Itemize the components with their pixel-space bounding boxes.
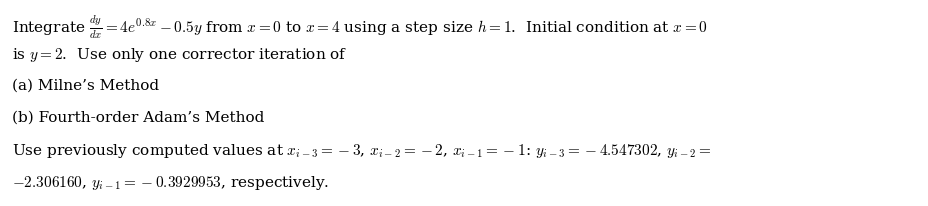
Text: Integrate $\frac{dy}{dx} = 4e^{0.8x} - 0.5y$ from $x = 0$ to $x = 4$ using a ste: Integrate $\frac{dy}{dx} = 4e^{0.8x} - 0… — [12, 14, 707, 41]
Text: (b) Fourth-order Adam’s Method: (b) Fourth-order Adam’s Method — [12, 110, 264, 124]
Text: $-2.306160$, $y_{i-1} = -0.3929953$, respectively.: $-2.306160$, $y_{i-1} = -0.3929953$, res… — [12, 174, 329, 192]
Text: Use previously computed values at $x_{i-3} = -3$, $x_{i-2} = -2$, $x_{i-1} = -1$: Use previously computed values at $x_{i-… — [12, 142, 711, 160]
Text: is $y = 2$.  Use only one corrector iteration of: is $y = 2$. Use only one corrector itera… — [12, 46, 347, 64]
Text: (a) Milne’s Method: (a) Milne’s Method — [12, 78, 159, 92]
